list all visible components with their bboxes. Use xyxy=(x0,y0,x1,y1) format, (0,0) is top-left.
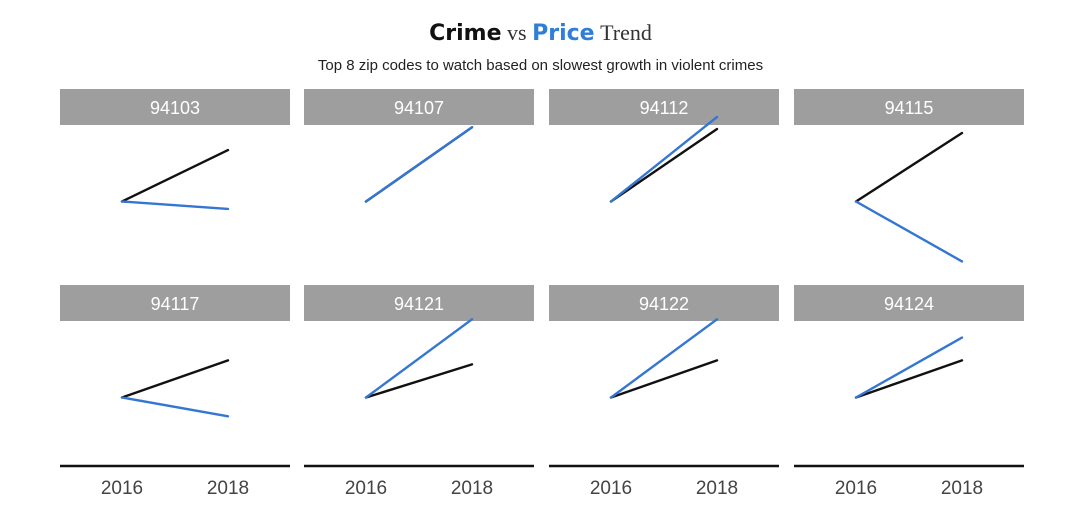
x-tick-label: 2018 xyxy=(451,478,493,499)
title-word-trend: Trend xyxy=(600,20,652,45)
crime-line xyxy=(120,148,230,203)
price-line xyxy=(364,126,474,203)
title-word-price: Price xyxy=(532,21,595,46)
crime-line xyxy=(609,359,719,399)
crime-line xyxy=(120,359,230,399)
title-word-vs: vs xyxy=(507,20,527,45)
facet-strip-label: 94107 xyxy=(394,98,444,118)
facet-strip-label: 94121 xyxy=(394,294,444,314)
facet-strip xyxy=(304,89,534,125)
facet-strip-label: 94117 xyxy=(151,294,200,314)
crime-line xyxy=(854,359,964,399)
price-line xyxy=(854,200,964,263)
facet-strip xyxy=(794,285,1024,321)
price-line xyxy=(609,318,719,399)
crime-line xyxy=(364,363,474,399)
x-tick-label: 2018 xyxy=(941,478,983,499)
price-line xyxy=(609,115,719,203)
price-line xyxy=(120,396,230,418)
facet-strip xyxy=(60,89,290,125)
x-tick-label: 2018 xyxy=(207,478,249,499)
facet-strip-label: 94112 xyxy=(640,98,689,118)
facet-strip xyxy=(549,89,779,125)
chart-subtitle: Top 8 zip codes to watch based on slowes… xyxy=(317,57,764,74)
x-tick-label: 2016 xyxy=(101,478,143,499)
facet-strip xyxy=(794,89,1024,125)
price-line xyxy=(120,200,230,211)
price-line xyxy=(364,318,474,399)
crime-line xyxy=(609,127,719,203)
facet-strip-label: 94122 xyxy=(639,294,689,314)
x-tick-label: 2016 xyxy=(345,478,387,499)
facet-strip xyxy=(549,285,779,321)
facet-strip-label: 94115 xyxy=(885,98,934,118)
facet-strip-label: 94103 xyxy=(150,98,200,118)
x-tick-label: 2018 xyxy=(696,478,738,499)
price-line xyxy=(854,336,964,399)
facet-strip xyxy=(304,285,534,321)
facet-strip xyxy=(60,285,290,321)
crime-line xyxy=(854,131,964,203)
facet-strip-label: 94124 xyxy=(884,294,934,314)
x-tick-label: 2016 xyxy=(590,478,632,499)
chart-title: Crime vs Price Trend xyxy=(0,18,1081,49)
title-word-crime: Crime xyxy=(429,21,502,46)
x-tick-label: 2016 xyxy=(835,478,877,499)
